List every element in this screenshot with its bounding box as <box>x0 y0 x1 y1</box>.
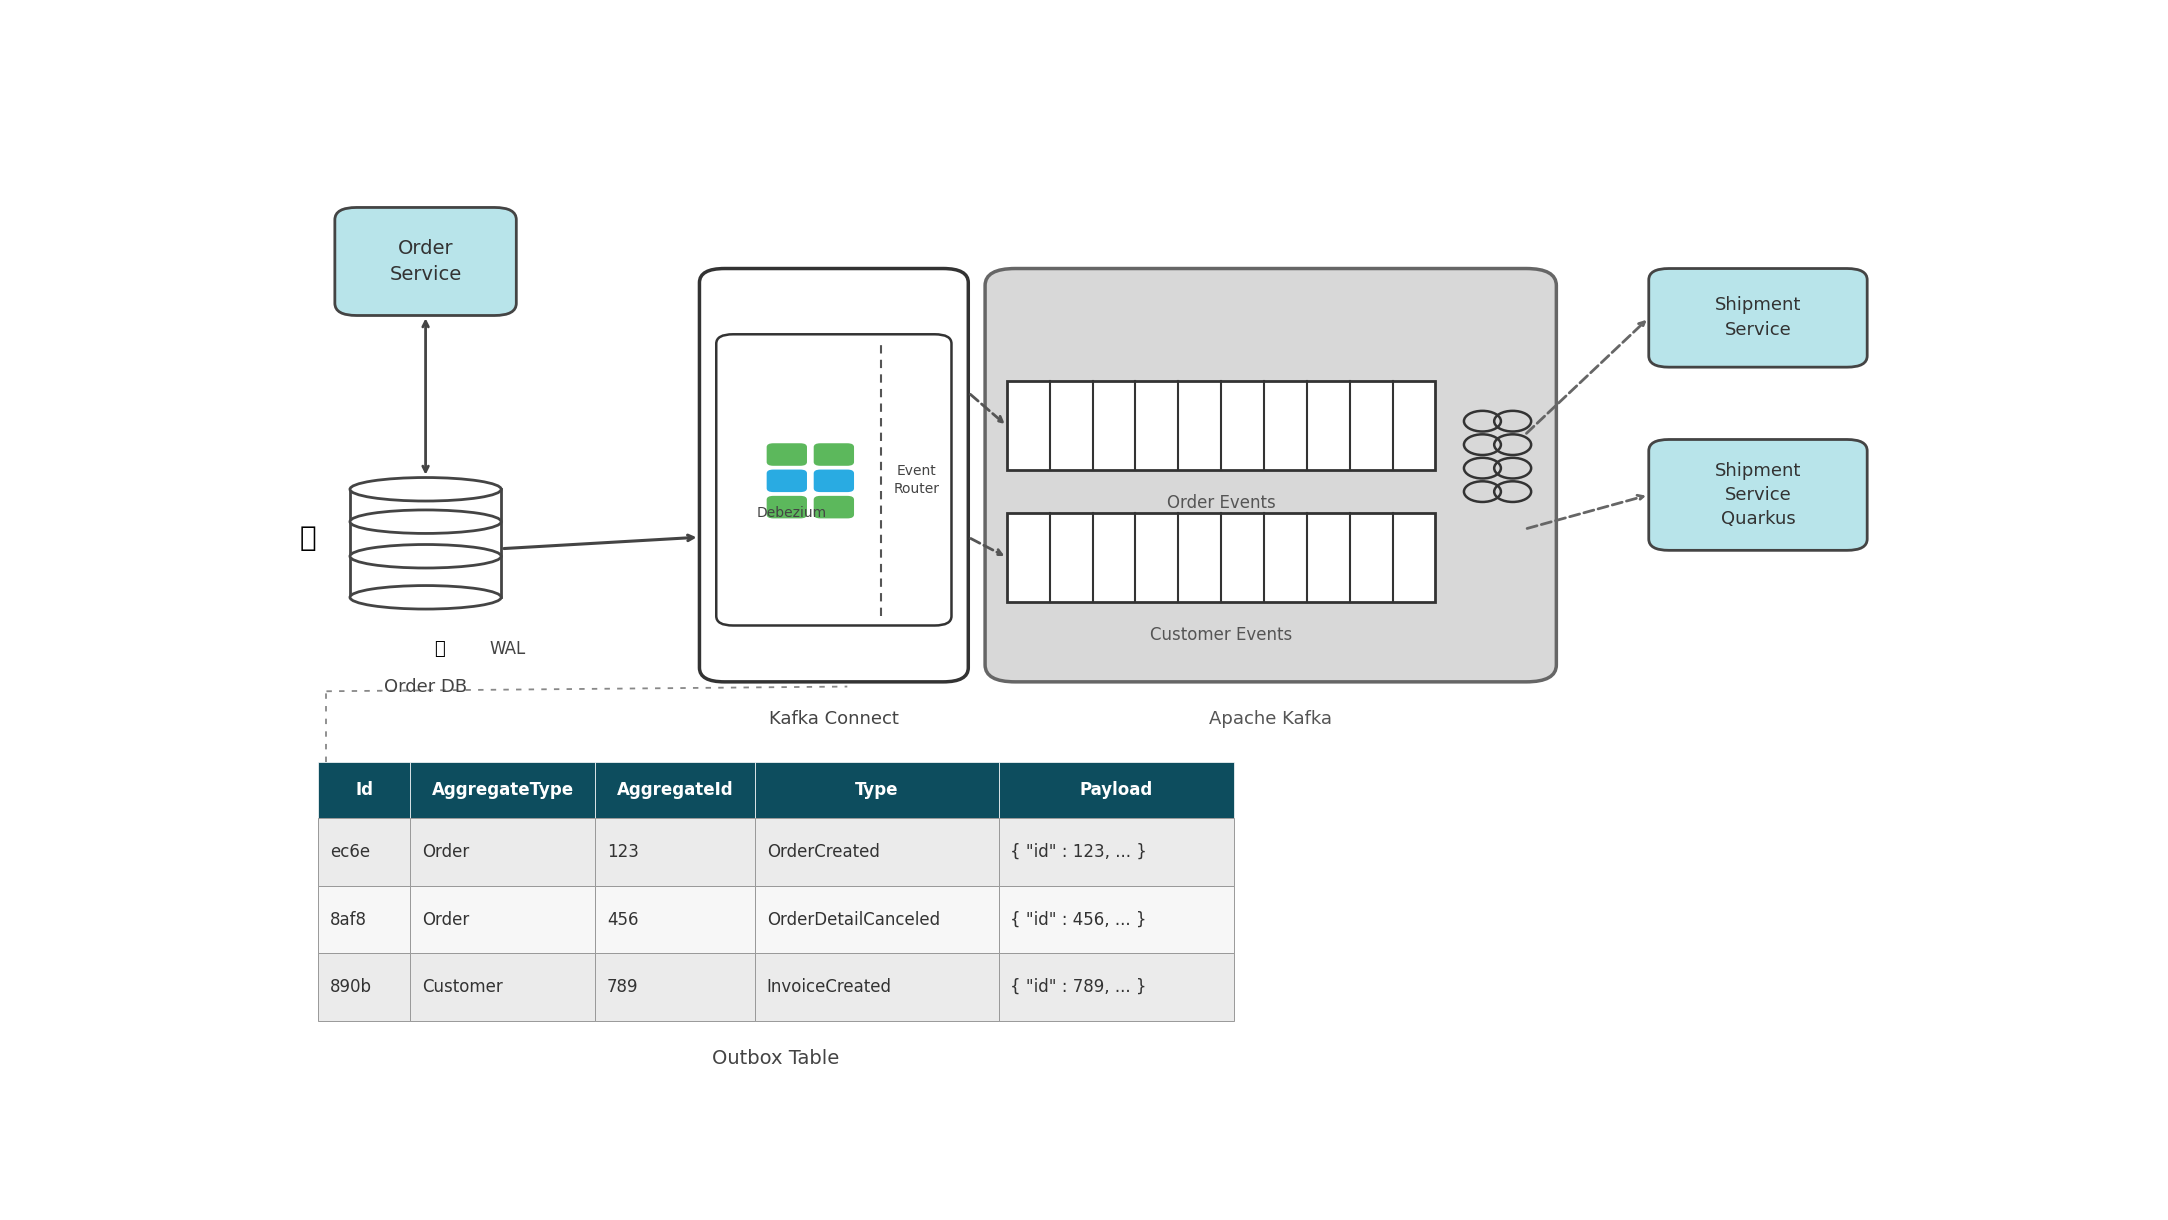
Bar <box>1006 382 1435 471</box>
Text: Shipment
Service
Quarkus: Shipment Service Quarkus <box>1715 462 1802 527</box>
Text: Kafka Connect: Kafka Connect <box>770 710 900 728</box>
FancyBboxPatch shape <box>767 495 806 518</box>
Bar <box>319 886 410 953</box>
Bar <box>999 953 1234 1021</box>
Text: 🐘: 🐘 <box>299 523 317 551</box>
Bar <box>596 819 754 886</box>
Bar <box>410 886 596 953</box>
Text: 8af8: 8af8 <box>330 910 366 928</box>
FancyBboxPatch shape <box>715 334 952 626</box>
Text: Type: Type <box>854 781 898 799</box>
Text: 789: 789 <box>607 978 640 997</box>
Text: Order Events: Order Events <box>1166 494 1275 512</box>
FancyBboxPatch shape <box>767 443 806 466</box>
Bar <box>999 761 1234 819</box>
FancyBboxPatch shape <box>984 268 1557 682</box>
Text: 📄: 📄 <box>434 640 444 658</box>
FancyBboxPatch shape <box>334 207 516 316</box>
Text: AggregateId: AggregateId <box>616 781 733 799</box>
Text: Order
Service: Order Service <box>390 239 462 284</box>
FancyBboxPatch shape <box>700 268 969 682</box>
FancyBboxPatch shape <box>767 470 806 492</box>
Bar <box>349 489 501 598</box>
Text: { "id" : 123, ... }: { "id" : 123, ... } <box>1010 843 1147 861</box>
Bar <box>754 886 999 953</box>
FancyBboxPatch shape <box>813 495 854 518</box>
Text: Customer: Customer <box>423 978 503 997</box>
Bar <box>596 886 754 953</box>
FancyBboxPatch shape <box>1648 268 1867 367</box>
Text: 890b: 890b <box>330 978 371 997</box>
Text: AggregateType: AggregateType <box>431 781 575 799</box>
Ellipse shape <box>349 586 501 609</box>
Text: OrderCreated: OrderCreated <box>767 843 880 861</box>
Text: Event
Router: Event Router <box>893 464 939 497</box>
Text: 456: 456 <box>607 910 640 928</box>
Bar <box>754 819 999 886</box>
Text: Apache Kafka: Apache Kafka <box>1210 710 1331 728</box>
Text: Customer Events: Customer Events <box>1149 626 1292 644</box>
Bar <box>319 819 410 886</box>
FancyBboxPatch shape <box>813 443 854 466</box>
FancyBboxPatch shape <box>1648 439 1867 550</box>
Text: Debezium: Debezium <box>757 506 826 520</box>
Text: { "id" : 456, ... }: { "id" : 456, ... } <box>1010 910 1147 928</box>
Text: WAL: WAL <box>490 640 525 658</box>
Text: Payload: Payload <box>1080 781 1153 799</box>
Bar <box>999 819 1234 886</box>
Bar <box>596 761 754 819</box>
Text: { "id" : 789, ... }: { "id" : 789, ... } <box>1010 978 1147 997</box>
Bar <box>999 886 1234 953</box>
Bar <box>754 761 999 819</box>
Ellipse shape <box>349 544 501 569</box>
Bar <box>410 819 596 886</box>
Text: InvoiceCreated: InvoiceCreated <box>767 978 891 997</box>
Bar <box>410 953 596 1021</box>
Bar <box>596 953 754 1021</box>
Text: Outbox Table: Outbox Table <box>713 1049 839 1068</box>
Bar <box>410 761 596 819</box>
Text: Id: Id <box>356 781 373 799</box>
Bar <box>754 953 999 1021</box>
Ellipse shape <box>349 510 501 533</box>
Text: Shipment
Service: Shipment Service <box>1715 296 1802 339</box>
Text: Order: Order <box>423 910 470 928</box>
Bar <box>319 761 410 819</box>
FancyBboxPatch shape <box>813 470 854 492</box>
Ellipse shape <box>349 477 501 501</box>
Text: 123: 123 <box>607 843 640 861</box>
Text: OrderDetailCanceled: OrderDetailCanceled <box>767 910 939 928</box>
Text: ec6e: ec6e <box>330 843 371 861</box>
Text: Order: Order <box>423 843 470 861</box>
Text: Order DB: Order DB <box>384 677 466 695</box>
Bar <box>319 953 410 1021</box>
Bar <box>1006 512 1435 601</box>
